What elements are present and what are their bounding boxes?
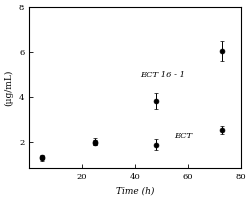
X-axis label: Time (h): Time (h) xyxy=(116,187,154,196)
Text: ECT: ECT xyxy=(174,132,192,140)
Y-axis label: (μg/mL): (μg/mL) xyxy=(4,70,13,106)
Text: ECT 16 - 1: ECT 16 - 1 xyxy=(140,71,185,79)
